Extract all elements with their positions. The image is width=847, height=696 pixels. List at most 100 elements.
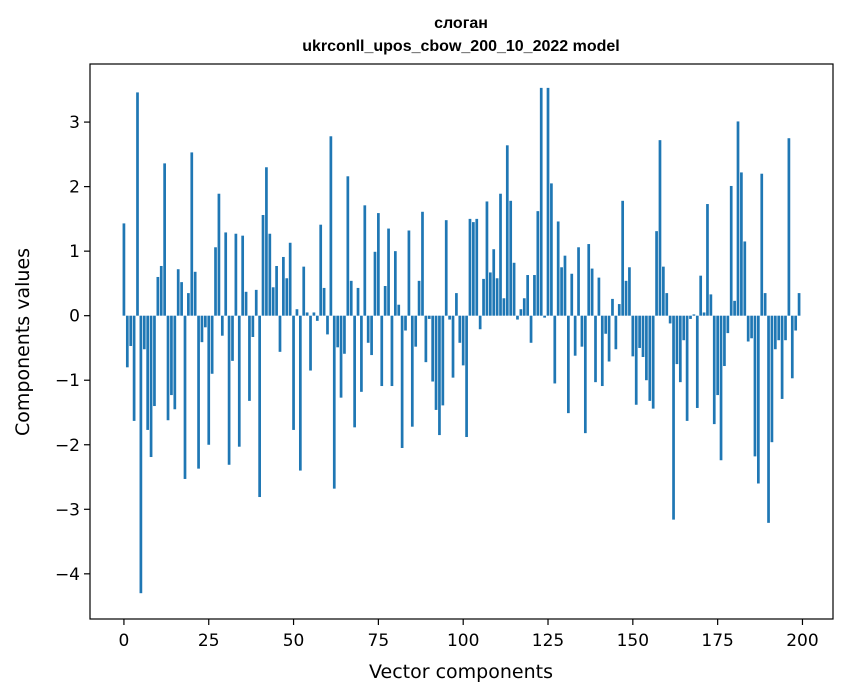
bar-134	[577, 247, 580, 316]
bar-7	[146, 315, 150, 430]
bar-17	[180, 282, 183, 316]
bar-147	[621, 200, 625, 316]
bar-125	[546, 87, 550, 316]
bar-126	[550, 183, 553, 316]
bar-53	[302, 266, 306, 316]
bar-20	[190, 152, 194, 316]
bar-89	[424, 315, 428, 363]
bar-132	[570, 273, 574, 316]
bar-196	[787, 138, 791, 316]
bar-127	[553, 315, 557, 384]
bar-107	[485, 201, 489, 316]
bar-188	[760, 173, 764, 316]
y-tick-label--4: −4	[55, 565, 80, 585]
bar-32	[231, 315, 234, 361]
bar-11	[159, 265, 163, 316]
bar-139	[594, 315, 597, 383]
bar-90	[427, 315, 431, 319]
x-tick-label-100: 100	[447, 631, 479, 651]
bar-129	[560, 267, 563, 316]
bar-101	[465, 315, 468, 438]
x-axis-label: Vector components	[369, 661, 553, 683]
x-tick-label-175: 175	[701, 631, 733, 651]
bar-177	[723, 315, 726, 367]
bar-189	[763, 293, 767, 316]
bar-166	[685, 315, 689, 421]
bar-187	[757, 315, 760, 484]
bar-70	[360, 315, 363, 392]
bar-58	[319, 224, 323, 316]
bar-29	[220, 315, 224, 336]
bar-151	[634, 315, 638, 405]
y-tick-label-1: 1	[69, 242, 80, 262]
bar-48	[285, 278, 289, 316]
bar-45	[275, 265, 278, 316]
bar-87	[417, 280, 421, 316]
bar-2	[129, 315, 133, 347]
bar-19	[187, 293, 190, 316]
bar-8	[149, 315, 153, 458]
bar-161	[668, 315, 672, 324]
bar-54	[305, 312, 309, 316]
bar-194	[780, 315, 784, 399]
bar-97	[451, 315, 455, 378]
bar-10	[156, 276, 160, 316]
bar-153	[641, 315, 645, 357]
bar-179	[729, 185, 733, 316]
bar-121	[533, 275, 536, 316]
bar-136	[583, 315, 587, 434]
bar-176	[719, 315, 723, 461]
bar-73	[370, 315, 373, 356]
bar-78	[387, 228, 390, 316]
bar-77	[383, 286, 387, 316]
bar-40	[258, 315, 261, 498]
bar-156	[651, 315, 655, 409]
bar-51	[295, 309, 299, 316]
bar-148	[624, 280, 628, 316]
bar-157	[655, 231, 658, 316]
bar-112	[502, 298, 506, 316]
bar-113	[505, 145, 509, 316]
bar-171	[702, 312, 706, 316]
bar-24	[203, 315, 207, 328]
bar-22	[197, 315, 200, 469]
bar-36	[244, 291, 248, 316]
bar-81	[397, 304, 401, 316]
bar-104	[475, 218, 479, 316]
x-tick-label-125: 125	[532, 631, 564, 651]
bar-167	[689, 315, 692, 319]
y-tick-label-3: 3	[69, 113, 80, 133]
bar-111	[499, 193, 502, 316]
x-tick-label-25: 25	[198, 631, 220, 651]
bar-193	[777, 315, 781, 341]
bar-100	[461, 315, 465, 366]
bar-43	[268, 233, 272, 316]
bar-27	[214, 247, 217, 316]
bar-21	[193, 271, 197, 316]
bar-41	[261, 215, 265, 316]
bar-30	[224, 232, 228, 316]
bar-172	[706, 204, 709, 316]
bar-158	[658, 140, 662, 316]
bar-114	[509, 200, 513, 316]
bar-66	[346, 176, 350, 316]
bars-group	[122, 87, 801, 594]
bar-59	[322, 287, 326, 316]
bar-105	[478, 315, 482, 330]
bar-28	[217, 193, 221, 316]
bar-168	[692, 314, 696, 316]
bar-25	[207, 315, 211, 445]
bar-1	[125, 315, 129, 368]
bar-96	[448, 315, 451, 320]
x-tick-label-50: 50	[283, 631, 305, 651]
bar-56	[312, 312, 316, 316]
bar-169	[695, 315, 699, 408]
y-axis-label: Components values	[12, 248, 34, 436]
bar-102	[468, 218, 472, 316]
bar-165	[682, 315, 686, 341]
x-tick-label-75: 75	[368, 631, 390, 651]
bar-39	[254, 289, 258, 316]
bar-50	[292, 315, 295, 430]
bar-199	[797, 293, 801, 316]
